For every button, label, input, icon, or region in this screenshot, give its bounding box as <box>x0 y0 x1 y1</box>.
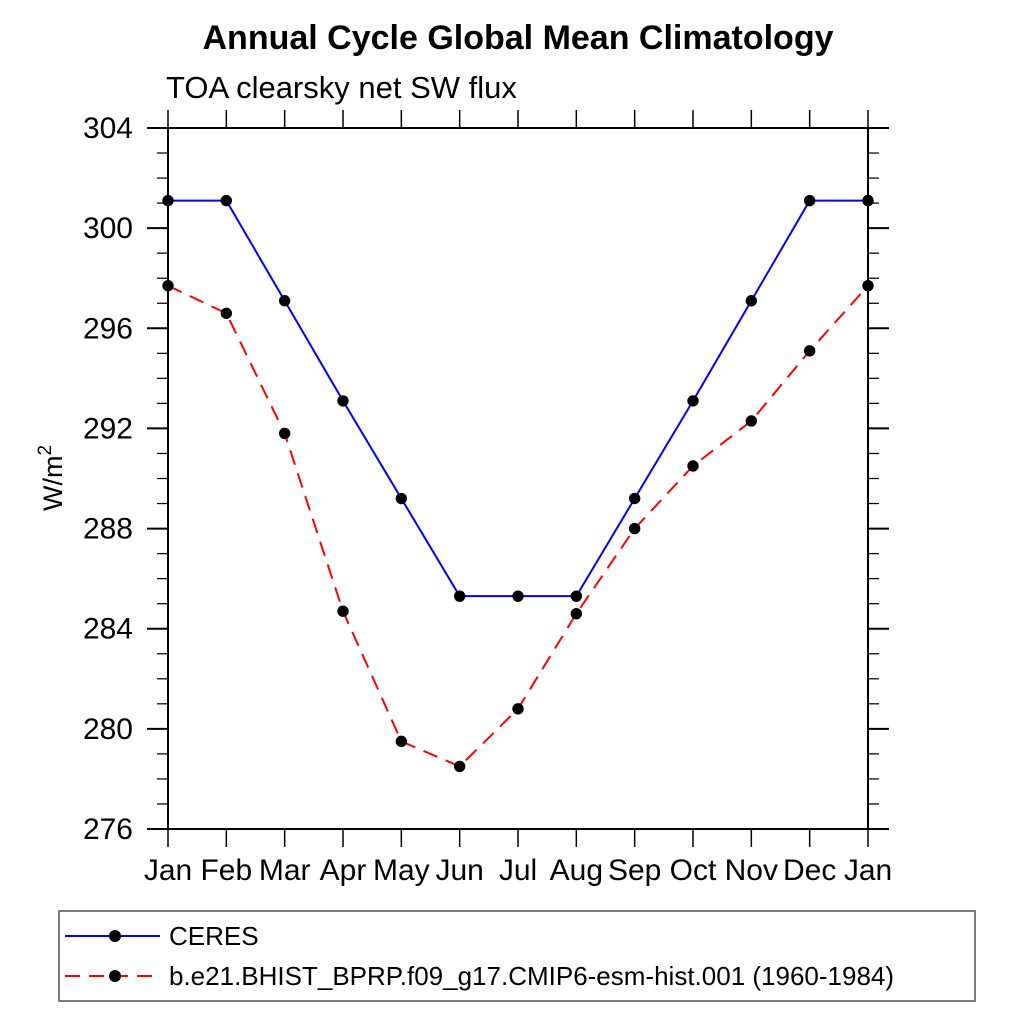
series-line-0 <box>168 199 868 598</box>
legend-box: CERES b.e21.BHIST_BPRP.f09_g17.CMIP6-esm… <box>58 910 976 1002</box>
x-tick-label: Jan <box>844 854 892 887</box>
y-tick-label: 300 <box>83 212 133 245</box>
data-point-marker <box>862 194 874 207</box>
x-tick-label: Jun <box>435 854 483 887</box>
data-point-marker <box>570 590 583 602</box>
data-point-marker <box>395 735 408 748</box>
x-tick-label: Sep <box>608 854 661 887</box>
plot-frame <box>167 127 869 830</box>
y-tick-label: 276 <box>83 813 133 846</box>
legend-line-sample-model <box>65 970 160 982</box>
data-point-marker <box>570 607 583 620</box>
x-tick-label: Oct <box>670 854 717 887</box>
data-point-marker <box>745 415 758 427</box>
legend-entry-model: b.e21.BHIST_BPRP.f09_g17.CMIP6-esm-hist.… <box>60 956 974 996</box>
legend-marker <box>109 930 121 942</box>
data-point-marker <box>803 345 816 357</box>
y-tick-label: 280 <box>83 713 133 746</box>
data-point-marker <box>395 492 408 505</box>
legend-line-sample-ceres <box>65 930 160 942</box>
data-point-marker <box>862 280 874 292</box>
x-tick-label: Apr <box>320 854 367 887</box>
y-tick-label: 304 <box>83 112 133 145</box>
data-point-marker <box>162 194 174 207</box>
data-point-marker <box>220 194 233 207</box>
data-point-marker <box>687 395 699 407</box>
series-line-1 <box>167 284 869 768</box>
legend-entry-ceres: CERES <box>60 916 974 956</box>
x-tick-label: Jul <box>499 854 537 887</box>
x-tick-label: Aug <box>550 854 603 887</box>
y-tick-label: 296 <box>83 312 133 345</box>
data-point-marker <box>162 280 174 292</box>
y-axis-label: W/m2 <box>35 445 68 511</box>
legend-label-model: b.e21.BHIST_BPRP.f09_g17.CMIP6-esm-hist.… <box>169 960 895 991</box>
data-point-marker <box>278 427 291 440</box>
y-tick-label: 292 <box>83 412 133 445</box>
data-point-marker <box>337 605 349 617</box>
x-tick-label: Jan <box>144 854 192 887</box>
data-point-marker <box>337 395 349 407</box>
data-point-marker <box>628 522 641 535</box>
y-tick-label: 284 <box>83 613 133 646</box>
legend-marker <box>109 970 121 982</box>
data-point-marker <box>512 590 524 602</box>
data-point-marker <box>278 295 291 307</box>
data-point-marker <box>745 295 758 307</box>
x-tick-label: Feb <box>200 854 252 887</box>
legend-label-ceres: CERES <box>169 920 259 951</box>
data-point-marker <box>512 703 524 715</box>
data-point-marker <box>628 492 641 505</box>
data-point-marker <box>453 760 466 773</box>
data-point-marker <box>453 590 466 602</box>
x-tick-label: Dec <box>783 854 836 887</box>
data-point-marker <box>220 307 233 319</box>
data-point-marker <box>687 460 699 472</box>
x-tick-label: Mar <box>259 854 311 887</box>
chart-subtitle: TOA clearsky net SW flux <box>166 70 517 105</box>
data-point-marker <box>803 194 816 207</box>
chart-title: Annual Cycle Global Mean Climatology <box>202 19 834 57</box>
x-tick-label: Nov <box>725 854 778 887</box>
y-tick-label: 288 <box>83 513 133 546</box>
x-tick-label: May <box>373 854 430 887</box>
